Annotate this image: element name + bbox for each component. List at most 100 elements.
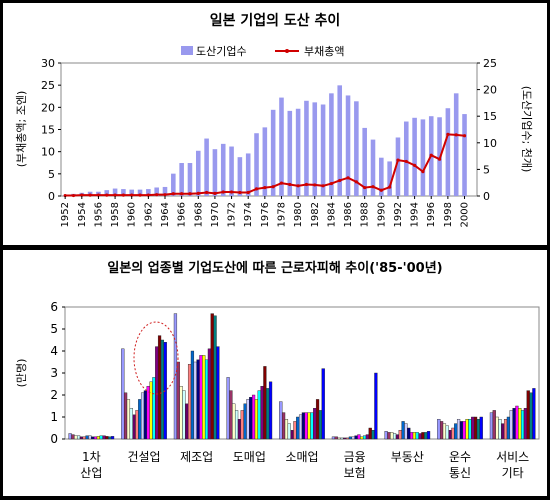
worker-damage-bar <box>160 339 165 440</box>
worker-damage-bar <box>196 359 200 440</box>
y-tick-label: 3 <box>50 366 58 380</box>
debt-total-point <box>229 190 234 194</box>
debt-total-point <box>188 192 192 196</box>
debt-total-point <box>354 180 358 184</box>
worker-damage-bar <box>296 416 300 440</box>
x-tick-label: 1992 <box>393 202 404 227</box>
bankrupt-company-bar <box>212 149 218 196</box>
debt-total-point <box>121 193 125 197</box>
worker-damage-bar <box>229 390 233 440</box>
worker-damage-bar <box>321 368 325 440</box>
worker-damage-bar <box>354 435 358 440</box>
bankrupt-company-bar <box>295 108 301 196</box>
x-tick-label: 1960 <box>127 202 138 227</box>
chart1-x-axis-labels: 1952 1954 1956 1958 1960 1962 1964 1966 1968 1970… <box>60 196 471 227</box>
worker-damage-bar <box>155 346 159 440</box>
worker-damage-bar <box>91 436 95 440</box>
worker-damage-bar <box>368 427 372 440</box>
bankrupt-company-bar <box>403 121 409 196</box>
chart1-right-axis-title: (도산기업수; 천개) <box>520 86 534 173</box>
x-tick-label: 1962 <box>143 202 154 227</box>
worker-damage-bar <box>68 433 72 440</box>
worker-damage-bar <box>246 399 250 440</box>
worker-damage-bar <box>143 390 148 440</box>
y-tick-label-left: 25 <box>41 79 55 92</box>
worker-damage-bar <box>123 392 128 440</box>
worker-damage-bar <box>260 385 264 440</box>
worker-damage-bar <box>173 313 178 440</box>
worker-damage-bar <box>293 421 297 440</box>
debt-total-point <box>80 193 84 197</box>
worker-damage-bar <box>421 432 425 440</box>
debt-total-point <box>105 193 109 197</box>
chart2-y-axis-title: (만명) <box>15 359 28 388</box>
x-tick-label: 1958 <box>110 202 121 227</box>
worker-damage-bar <box>96 436 101 440</box>
debt-total-point <box>205 190 209 195</box>
worker-damage-bar <box>234 410 239 440</box>
legend-line-marker <box>285 49 289 53</box>
worker-damage-bar <box>451 427 455 440</box>
chart2-bar-series <box>68 313 536 440</box>
x-tick-label: 1982 <box>310 202 321 227</box>
worker-damage-bar <box>395 434 400 440</box>
worker-damage-bar <box>108 436 112 440</box>
worker-damage-bar <box>210 313 214 440</box>
category-label: 운수 <box>449 450 471 464</box>
worker-damage-bar <box>313 407 317 440</box>
worker-damage-bar <box>492 410 496 440</box>
debt-total-point <box>146 193 150 197</box>
worker-damage-bar <box>371 429 375 440</box>
debt-total-point <box>296 184 300 188</box>
chart2-title: 일본의 업종별 기업도산에 따른 근로자피해 추이('85-'00년) <box>107 260 442 276</box>
debt-total-point <box>254 187 259 191</box>
bankruptcy-trend-chart: 일본 기업의 도산 추이 도산기업수 부채총액 0 5 10 15 20 25 30 0 5 10… <box>15 12 534 227</box>
worker-damage-bar <box>498 418 502 440</box>
y-tick-label-left: 15 <box>41 124 55 137</box>
y-tick-label: 1 <box>50 410 58 424</box>
bankrupt-company-bar <box>129 189 135 196</box>
bankrupt-company-bar <box>245 153 251 196</box>
debt-total-point <box>446 132 450 136</box>
bankrupt-company-bar <box>395 137 401 196</box>
bankrupt-company-bar <box>229 146 234 196</box>
y-tick-label-left: 10 <box>41 146 55 159</box>
worker-damage-bar <box>105 436 109 440</box>
debt-total-point <box>396 158 400 162</box>
industry-worker-damage-panel: 일본의 업종별 기업도산에 따른 근로자피해 추이('85-'00년) 0 1 2 3… <box>3 250 547 496</box>
category-label: 서비스 <box>496 450 529 464</box>
worker-damage-chart: 일본의 업종별 기업도산에 따른 근로자피해 추이('85-'00년) 0 1 2 3… <box>15 260 540 480</box>
bankrupt-company-bar <box>312 102 318 196</box>
bankrupt-company-bar <box>462 114 467 196</box>
bankrupt-company-bar <box>187 163 193 196</box>
y-tick-label-right: 15 <box>483 110 497 123</box>
worker-damage-bar <box>456 418 461 440</box>
x-tick-label: 1954 <box>77 202 88 227</box>
worker-damage-bar <box>138 399 142 440</box>
worker-damage-bar <box>76 435 81 440</box>
worker-damage-bar <box>93 436 98 440</box>
worker-damage-bar <box>384 431 388 440</box>
x-tick-label: 1988 <box>360 202 371 227</box>
worker-damage-bar <box>126 399 131 440</box>
worker-damage-bar <box>412 432 417 440</box>
worker-damage-bar <box>348 436 353 440</box>
category-label: 1차 <box>82 450 101 464</box>
debt-total-point <box>221 190 225 194</box>
debt-total-point <box>171 192 175 196</box>
bankrupt-company-bar <box>104 190 110 196</box>
x-tick-label: 1994 <box>410 202 421 227</box>
bankrupt-company-bar <box>195 150 201 196</box>
debt-total-point <box>338 178 342 183</box>
worker-damage-bar <box>437 418 441 440</box>
worker-damage-bar <box>345 437 350 440</box>
bankrupt-company-bar <box>121 189 126 196</box>
worker-damage-bar <box>426 431 431 440</box>
worker-damage-bar <box>331 436 336 440</box>
worker-damage-bar <box>454 423 458 440</box>
debt-total-point <box>437 157 442 161</box>
worker-damage-bar <box>462 421 466 440</box>
debt-total-point <box>321 184 325 188</box>
worker-damage-bar <box>442 423 447 440</box>
worker-damage-bar <box>489 412 494 440</box>
